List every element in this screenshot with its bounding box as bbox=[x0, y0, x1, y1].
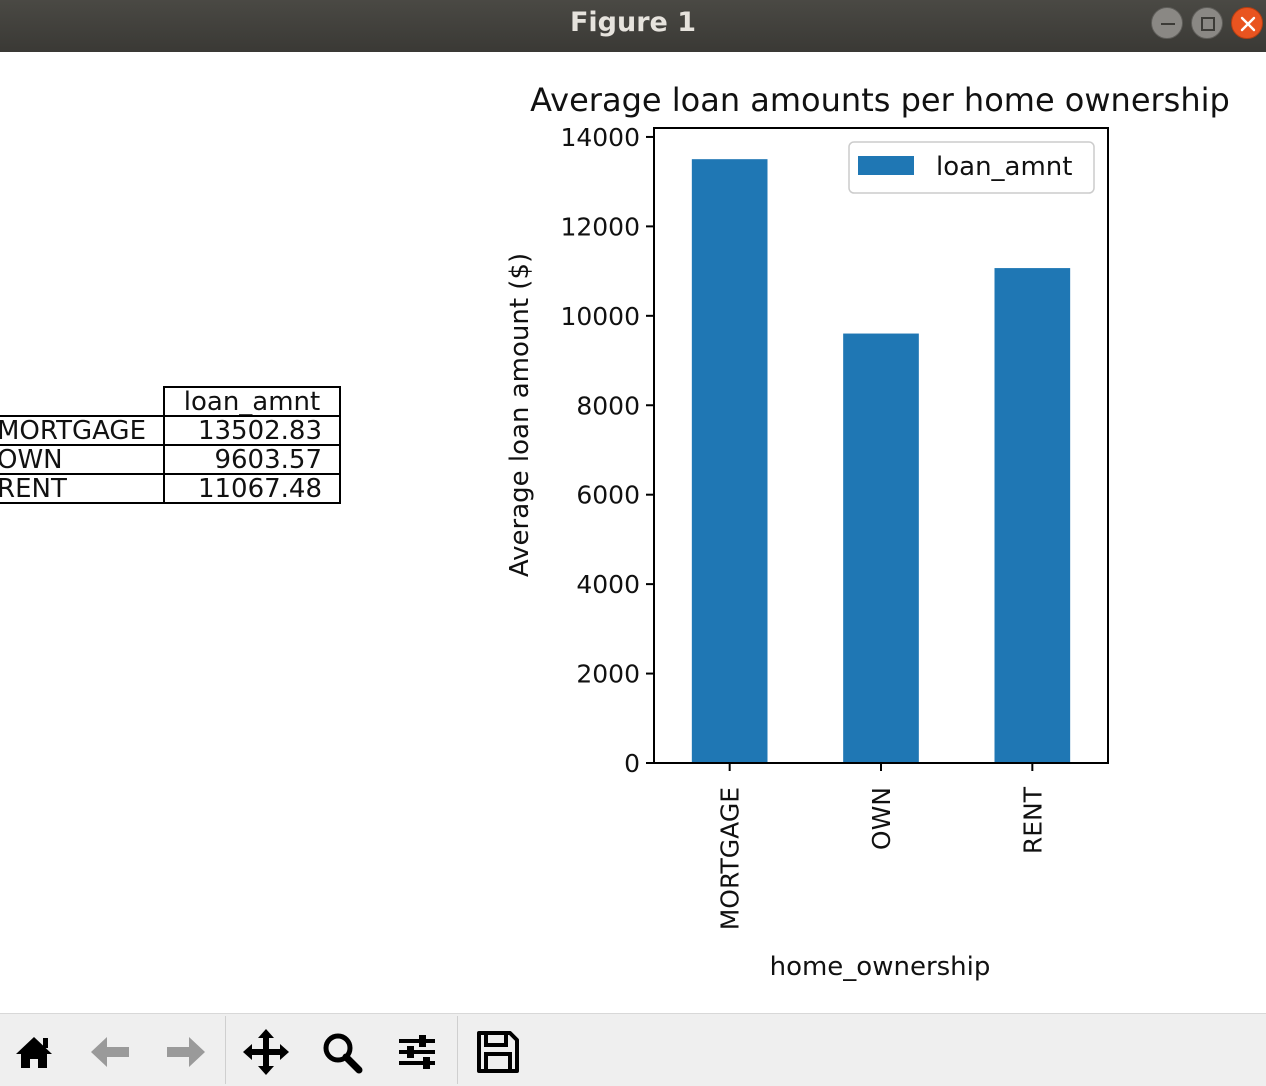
bar-rent bbox=[994, 268, 1071, 763]
home-button[interactable] bbox=[6, 1024, 62, 1080]
x-tick-label-own: OWN bbox=[867, 787, 896, 850]
table-row-value: 13502.83 bbox=[198, 416, 322, 446]
table-header-label: loan_amnt bbox=[184, 387, 320, 417]
y-tick-label: 0 bbox=[624, 749, 640, 778]
toolbar-separator bbox=[457, 1016, 458, 1084]
bar-chart: Average loan amounts per home ownership … bbox=[505, 81, 1230, 982]
maximize-icon bbox=[1201, 17, 1215, 31]
configure-subplots-icon bbox=[399, 1035, 435, 1069]
bar-own bbox=[843, 333, 919, 763]
x-axis-ticks: MORTGAGE OWN RENT bbox=[716, 763, 1047, 930]
forward-button[interactable] bbox=[157, 1024, 213, 1080]
zoom-button[interactable] bbox=[313, 1024, 369, 1080]
y-axis-label: Average loan amount ($) bbox=[505, 253, 535, 577]
y-tick-label: 2000 bbox=[576, 660, 640, 689]
save-button[interactable] bbox=[470, 1024, 526, 1080]
close-button[interactable] bbox=[1231, 7, 1263, 39]
home-icon bbox=[16, 1037, 52, 1068]
table-row-value-cell bbox=[163, 473, 341, 504]
bars-group bbox=[691, 159, 1071, 763]
zoom-icon bbox=[323, 1033, 363, 1074]
y-tick-label: 4000 bbox=[576, 570, 640, 599]
legend-label: loan_amnt bbox=[936, 152, 1072, 182]
legend-swatch bbox=[858, 156, 914, 175]
table-row-label: MORTGAGE bbox=[0, 416, 146, 446]
back-button[interactable] bbox=[83, 1024, 139, 1080]
back-arrow-icon bbox=[91, 1037, 129, 1067]
bar-mortgage bbox=[691, 159, 768, 763]
legend-box bbox=[848, 141, 1095, 194]
data-table: loan_amnt MORTGAGE 13502.83 OWN 9603.57 RENT… bbox=[0, 386, 341, 504]
minimize-icon bbox=[1161, 23, 1175, 25]
pan-button[interactable] bbox=[238, 1024, 294, 1080]
close-icon bbox=[1240, 16, 1256, 32]
y-tick-label: 10000 bbox=[560, 302, 640, 331]
configure-subplots-button[interactable] bbox=[389, 1024, 445, 1080]
table-row-label: OWN bbox=[0, 445, 63, 475]
toolbar-separator bbox=[225, 1016, 226, 1084]
figure-canvas[interactable]: loan_amnt MORTGAGE 13502.83 OWN 9603.57 RENT… bbox=[0, 52, 1266, 1013]
table-row-value: 9603.57 bbox=[214, 445, 322, 475]
table-row-value: 11067.48 bbox=[198, 474, 322, 504]
table-row-label: RENT bbox=[0, 474, 67, 504]
y-tick-label: 12000 bbox=[560, 212, 640, 241]
x-axis-label: home_ownership bbox=[770, 952, 991, 982]
y-tick-label: 8000 bbox=[576, 391, 640, 420]
save-icon bbox=[477, 1031, 519, 1073]
x-tick-label-rent: RENT bbox=[1018, 786, 1047, 854]
minimize-button[interactable] bbox=[1151, 7, 1183, 39]
y-axis-ticks: 0 2000 4000 6000 8000 10000 12000 14000 bbox=[560, 123, 654, 778]
pan-icon bbox=[243, 1029, 289, 1075]
table-rows: MORTGAGE 13502.83 OWN 9603.57 RENT 11067.48 bbox=[0, 415, 341, 504]
y-tick-label: 6000 bbox=[576, 481, 640, 510]
figure-svg: loan_amnt MORTGAGE 13502.83 OWN 9603.57 RENT… bbox=[0, 81, 1230, 982]
plot-frame bbox=[653, 127, 1109, 764]
maximize-button[interactable] bbox=[1191, 7, 1223, 39]
forward-arrow-icon bbox=[167, 1037, 205, 1067]
legend: loan_amnt bbox=[848, 141, 1095, 194]
y-tick-label: 14000 bbox=[560, 123, 640, 152]
navigation-toolbar bbox=[0, 1013, 1266, 1086]
window-titlebar: Figure 1 bbox=[0, 0, 1266, 52]
x-tick-label-mortgage: MORTGAGE bbox=[716, 787, 745, 930]
window-title: Figure 1 bbox=[569, 7, 697, 38]
chart-title: Average loan amounts per home ownership bbox=[530, 81, 1230, 119]
